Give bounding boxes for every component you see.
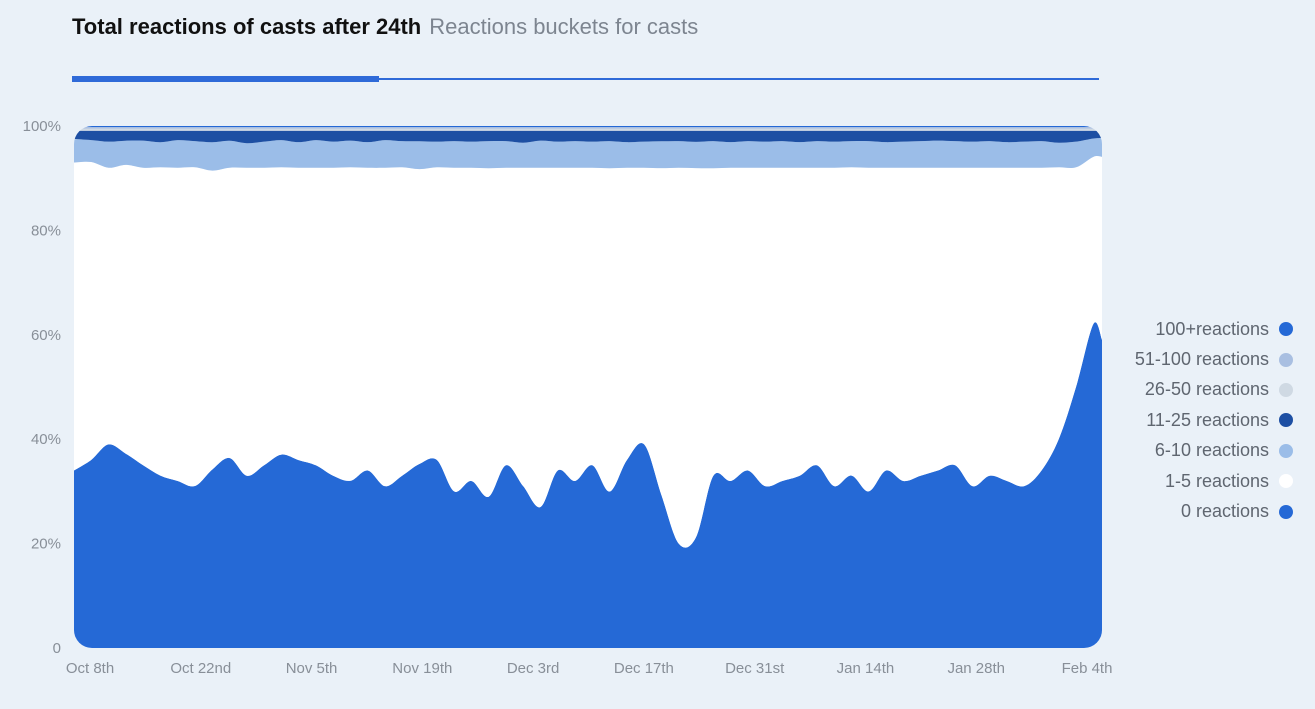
legend-label: 1-5 reactions — [1164, 470, 1269, 491]
legend: 100+reactions 51-100 reactions 26-50 react… — [1135, 314, 1293, 527]
legend-item[interactable]: 51-100 reactions — [1135, 344, 1293, 374]
x-tick-label: Feb 4th — [1062, 660, 1113, 677]
y-axis: 0 20% 40% 60% 80% 100% — [23, 118, 61, 657]
y-tick-label: 100% — [23, 118, 61, 135]
legend-item[interactable]: 0 reactions — [1135, 496, 1293, 526]
legend-label: 100+reactions — [1155, 318, 1269, 339]
chart-header: Total reactions of casts after 24th React… — [72, 14, 698, 40]
legend-label: 0 reactions — [1180, 501, 1269, 522]
tab-track — [72, 78, 1099, 80]
x-tick-label: Jan 14th — [837, 660, 895, 677]
legend-item[interactable]: 6-10 reactions — [1135, 436, 1293, 466]
y-tick-label: 80% — [31, 222, 61, 239]
legend-item[interactable]: 1-5 reactions — [1135, 466, 1293, 496]
legend-swatch-icon — [1279, 443, 1293, 458]
x-tick-label: Oct 22nd — [170, 660, 231, 677]
legend-item[interactable]: 100+reactions — [1135, 314, 1293, 344]
x-axis: Oct 8th Oct 22nd Nov 5th Nov 19th Dec 3rd Dec… — [66, 660, 1113, 677]
y-tick-label: 40% — [31, 431, 61, 448]
x-tick-label: Dec 3rd — [507, 660, 560, 677]
area-series-group — [74, 126, 1102, 648]
legend-swatch-icon — [1279, 352, 1293, 367]
area-1-5-reactions — [74, 156, 1102, 548]
x-tick-label: Nov 5th — [286, 660, 338, 677]
legend-swatch-icon — [1279, 413, 1293, 428]
legend-swatch-icon — [1279, 382, 1293, 397]
tab-bar[interactable] — [72, 76, 1099, 84]
y-tick-label: 60% — [31, 327, 61, 344]
x-tick-label: Oct 8th — [66, 660, 114, 677]
legend-swatch-icon — [1279, 504, 1293, 519]
area-100-reactions — [74, 126, 1102, 128]
x-tick-label: Nov 19th — [392, 660, 452, 677]
area-51-100-reactions — [74, 127, 1102, 129]
tab-active-indicator[interactable] — [72, 76, 379, 82]
legend-swatch-icon — [1279, 322, 1293, 337]
area-26-50-reactions — [74, 128, 1102, 131]
legend-item[interactable]: 11-25 reactions — [1135, 405, 1293, 435]
legend-item[interactable]: 26-50 reactions — [1135, 375, 1293, 405]
x-tick-label: Dec 31st — [725, 660, 785, 677]
legend-label: 11-25 reactions — [1146, 409, 1269, 430]
x-tick-label: Dec 17th — [614, 660, 674, 677]
y-tick-label: 0 — [53, 640, 61, 657]
legend-label: 26-50 reactions — [1144, 379, 1269, 400]
legend-label: 6-10 reactions — [1154, 440, 1269, 461]
area-6-10-reactions — [74, 138, 1102, 171]
y-tick-label: 20% — [31, 536, 61, 553]
area-11-25-reactions — [74, 130, 1102, 144]
area-0-reactions — [74, 322, 1102, 648]
chart-title: Total reactions of casts after 24th — [72, 14, 422, 39]
legend-swatch-icon — [1279, 474, 1293, 489]
chart-subtitle: Reactions buckets for casts — [429, 14, 699, 39]
x-tick-label: Jan 28th — [947, 660, 1005, 677]
legend-label: 51-100 reactions — [1134, 349, 1269, 370]
